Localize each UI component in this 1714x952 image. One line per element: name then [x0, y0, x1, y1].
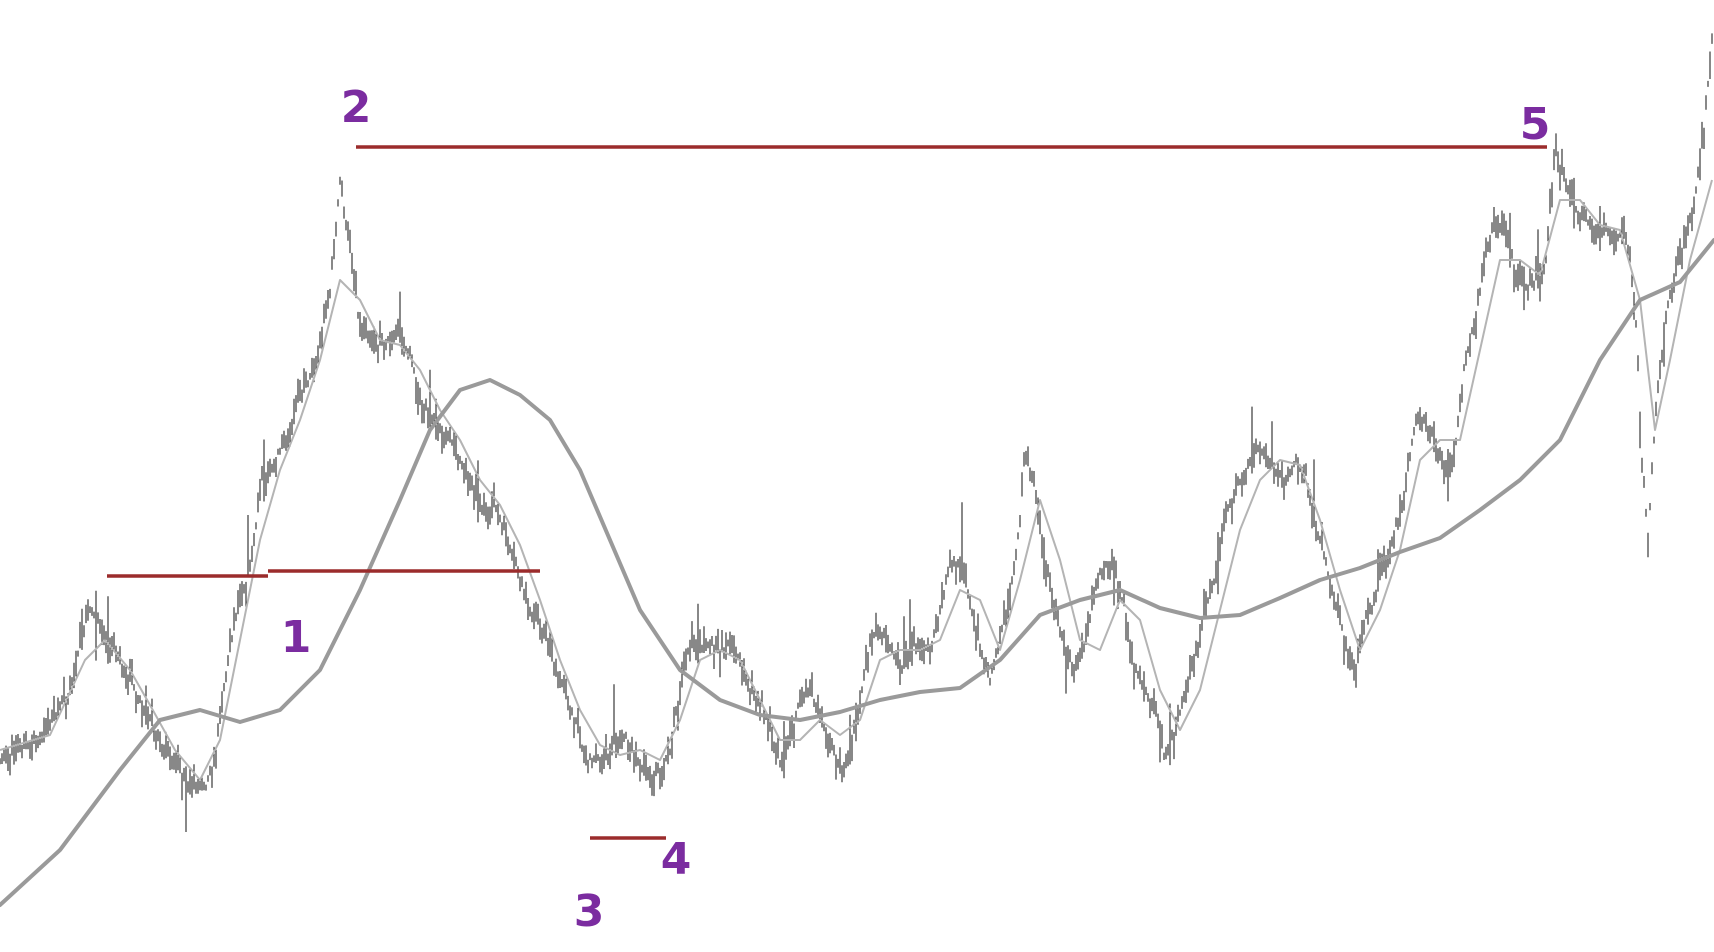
- slow-moving-average: [0, 238, 1714, 907]
- price-series: [0, 33, 1713, 832]
- label-4: 4: [661, 834, 692, 885]
- point-labels: 1 2 3 4 5: [281, 82, 1551, 937]
- label-3: 3: [574, 886, 605, 937]
- label-5: 5: [1520, 99, 1551, 150]
- label-2: 2: [341, 82, 372, 133]
- label-1: 1: [281, 612, 312, 663]
- horizontal-levels: [107, 145, 1547, 840]
- fast-moving-average: [0, 179, 1713, 781]
- fast-ma-line: [0, 179, 1713, 781]
- slow-ma-line: [0, 238, 1714, 907]
